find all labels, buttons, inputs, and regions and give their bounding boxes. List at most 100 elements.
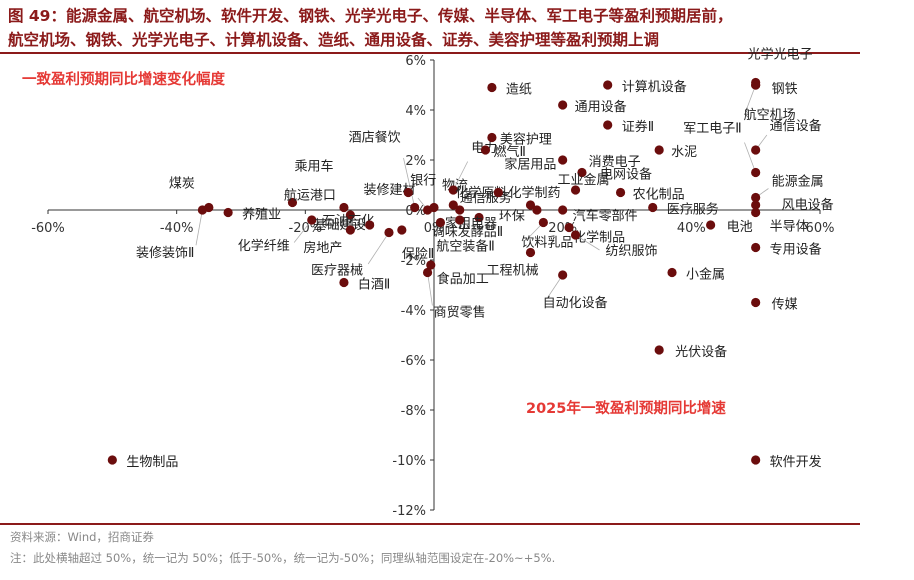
data-point <box>751 297 761 308</box>
x-tick-label: -60% <box>31 221 65 236</box>
leader-line <box>546 274 563 300</box>
data-point <box>570 185 581 195</box>
point-label: 化学纤维 <box>238 238 290 254</box>
data-point <box>751 167 761 178</box>
point-label: 通用设备 <box>575 99 627 115</box>
point-label: 光学光电子 <box>748 47 813 63</box>
data-point <box>487 82 497 93</box>
data-point <box>570 230 581 240</box>
data-point <box>577 167 587 178</box>
point-label: 石油石化 <box>322 214 374 229</box>
point-label: 饮料乳品 <box>521 236 573 251</box>
point-label: 航空机场 <box>744 107 796 123</box>
x-tick-label: 40% <box>677 221 706 236</box>
y-tick-label: -12% <box>392 504 426 519</box>
point-label: 航运港口 <box>284 188 336 204</box>
data-point <box>751 242 761 253</box>
data-point <box>667 267 677 278</box>
point-label: 医疗器械 <box>311 264 363 279</box>
data-point <box>487 132 497 143</box>
leader-line <box>744 142 757 173</box>
leader-line <box>293 219 313 243</box>
point-label: 银行 <box>410 174 436 189</box>
data-point <box>558 205 568 215</box>
point-label: 酒店餐饮 <box>349 130 401 146</box>
data-point <box>564 222 574 233</box>
point-label: 化学制药 <box>509 185 561 201</box>
data-point <box>751 200 761 210</box>
leader-line <box>367 232 390 265</box>
point-label: 半导体 <box>770 220 809 235</box>
point-label: 基础建设 <box>314 218 366 233</box>
data-point <box>197 205 207 215</box>
footer-divider <box>0 523 860 525</box>
x-tick-label: -40% <box>160 221 194 236</box>
point-label: 水泥 <box>671 145 697 160</box>
point-label: 化学原料 <box>455 185 507 201</box>
data-point <box>648 202 658 213</box>
data-point <box>751 455 761 465</box>
point-label: 小金属 <box>686 267 725 283</box>
note-text: 注：此处横轴超过 50%，统一记为 50%；低于-50%，统一记为-50%；同理… <box>10 551 556 565</box>
data-point <box>365 220 375 230</box>
point-label: 装修装饰Ⅱ <box>136 246 194 261</box>
y-tick-label: 2% <box>405 154 426 169</box>
point-label: 传媒 <box>772 298 798 313</box>
point-label: 自动化设备 <box>543 295 608 311</box>
data-point <box>339 202 349 213</box>
point-label: 乘用车 <box>294 159 333 175</box>
data-point <box>448 185 458 195</box>
data-point <box>397 225 407 235</box>
data-point <box>751 192 761 203</box>
data-point <box>307 215 317 225</box>
data-point <box>751 80 761 90</box>
data-point <box>345 210 355 220</box>
data-point <box>474 212 484 223</box>
point-label: 纺织服饰 <box>606 244 658 259</box>
point-label: 专用设备 <box>770 242 822 258</box>
data-point <box>410 202 420 213</box>
y-tick-label: -8% <box>401 404 426 419</box>
point-label: 调味发酵品Ⅱ <box>432 224 503 240</box>
point-label: 钢铁 <box>772 82 798 97</box>
point-label: 养殖业 <box>242 207 281 223</box>
point-label: 造纸 <box>506 83 532 98</box>
point-label: 消费电子 <box>589 155 641 170</box>
data-point <box>603 120 613 130</box>
data-point <box>345 225 355 235</box>
data-point <box>107 455 117 465</box>
y-axis-label: 一致盈利预期同比增速变化幅度 <box>22 72 225 88</box>
point-label: 商贸零售 <box>434 305 486 321</box>
data-point <box>538 217 548 228</box>
y-tick-label: -6% <box>401 354 426 369</box>
data-point <box>751 145 761 155</box>
leader-line <box>427 272 433 306</box>
data-point <box>558 155 568 165</box>
figure-title: 图 49：能源金属、航空机场、软件开发、钢铁、光学光电子、传媒、半导体、军工电子… <box>8 4 908 52</box>
title-divider <box>0 52 860 54</box>
point-label: 家居用品 <box>504 157 556 173</box>
point-label: 航空装备Ⅱ <box>436 239 494 255</box>
source-text: 资料来源：Wind，招商证券 <box>10 530 154 544</box>
x-tick-label: 60% <box>806 221 835 236</box>
point-label: 房地产 <box>303 240 342 256</box>
data-point <box>422 267 433 278</box>
leader-line <box>452 161 469 191</box>
point-label: 燃气Ⅱ <box>493 144 525 160</box>
data-point <box>615 187 626 198</box>
data-point <box>426 260 436 270</box>
data-point <box>223 207 233 218</box>
point-label: 电池 <box>727 220 753 235</box>
leader-line <box>403 157 416 208</box>
point-label: 医疗服务 <box>667 202 719 218</box>
y-tick-label: -10% <box>392 454 426 469</box>
point-label: 装修建材 <box>364 183 416 198</box>
data-point <box>448 200 458 210</box>
data-point <box>384 227 394 238</box>
data-point <box>403 187 413 198</box>
data-point <box>654 345 664 355</box>
data-point <box>455 205 465 215</box>
point-label: 光伏设备 <box>675 344 727 360</box>
point-label: 生物制品 <box>126 455 178 470</box>
